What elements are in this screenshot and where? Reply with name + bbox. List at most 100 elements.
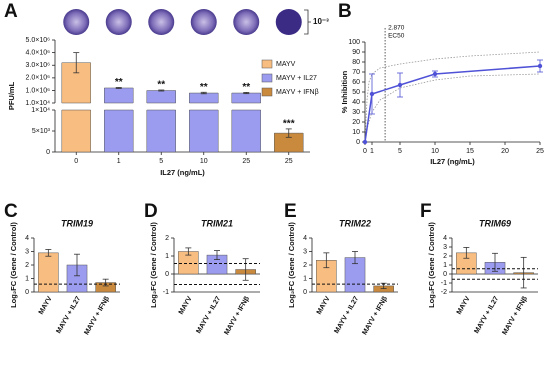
y-tick-label: 0 xyxy=(303,289,307,296)
y-tick-label: 1 xyxy=(165,253,169,260)
y-tick-label: -2 xyxy=(441,289,447,296)
ec50-caption: EC50 xyxy=(388,33,405,40)
y-tick-label: 90 xyxy=(352,49,360,56)
y-axis-label: % Inhibition xyxy=(340,70,349,113)
y-tick-label: 3 xyxy=(303,248,307,255)
y-tick-label: 5×10³ xyxy=(32,128,51,135)
y-tick-label: -1 xyxy=(163,289,169,296)
x-tick-label: 0 xyxy=(363,148,367,155)
panel-label: E xyxy=(284,201,297,222)
significance-label: ** xyxy=(115,77,123,88)
bar xyxy=(61,62,91,153)
y-tick-label: 2.0×10⁶ xyxy=(26,75,51,82)
y-axis-label: PFU/mL xyxy=(7,81,16,110)
y-tick-label: 3.0×10⁶ xyxy=(26,62,51,69)
bar xyxy=(189,92,219,153)
plaque-well xyxy=(63,9,90,35)
y-tick-label: 30 xyxy=(352,109,360,116)
panel-label: C xyxy=(4,201,18,222)
y-tick-label: 0 xyxy=(25,289,29,296)
panel-label: F xyxy=(420,201,432,222)
y-axis-label: Log₂FC (Gene / Control) xyxy=(427,222,436,308)
y-tick-label: 0 xyxy=(443,271,447,278)
y-tick-label: 4.0×10⁶ xyxy=(26,49,51,56)
bar xyxy=(146,90,176,153)
fit-ci-lower xyxy=(364,73,541,143)
y-tick-label: 2 xyxy=(165,235,169,242)
y-tick-label: 4 xyxy=(303,235,307,242)
y-tick-label: 80 xyxy=(352,59,360,66)
y-tick-label: 2 xyxy=(25,262,29,269)
y-tick-label: 70 xyxy=(352,69,360,76)
significance-label: *** xyxy=(283,119,295,130)
x-tick-label: MAYV + IL27 xyxy=(195,295,222,335)
x-axis-label: IL27 (ng/mL) xyxy=(430,157,475,166)
x-tick-label: MAYV + IL27 xyxy=(473,295,500,335)
data-point xyxy=(537,63,543,69)
significance-label: ** xyxy=(157,80,165,91)
bar xyxy=(274,132,304,153)
plaque-well xyxy=(190,9,217,35)
x-tick-label: MAYV xyxy=(316,295,332,316)
x-tick-label: 25 xyxy=(536,148,544,155)
y-axis-label: Log₂FC (Gene / Control) xyxy=(9,222,18,308)
x-tick-label: MAYV xyxy=(456,295,472,316)
chart-title: TRIM21 xyxy=(201,218,233,228)
y-tick-label: 20 xyxy=(352,119,360,126)
x-tick-label: 10 xyxy=(200,158,208,165)
y-tick-label: 4 xyxy=(443,235,447,242)
x-tick-label: MAYV + IL27 xyxy=(333,295,360,335)
dilution-label: 10⁻³ xyxy=(313,17,329,26)
x-tick-label: 1 xyxy=(370,148,374,155)
x-tick-label: 25 xyxy=(242,158,250,165)
x-tick-label: 10 xyxy=(431,148,439,155)
panel-label: D xyxy=(144,201,158,222)
significance-label: ** xyxy=(200,82,208,93)
x-tick-label: 5 xyxy=(398,148,402,155)
y-tick-label: 100 xyxy=(348,39,360,46)
panel-label: A xyxy=(4,1,18,22)
y-tick-label: 1 xyxy=(443,262,447,269)
data-point xyxy=(432,71,438,77)
x-tick-label: 20 xyxy=(501,148,509,155)
data-point xyxy=(369,91,375,97)
y-tick-label: 1.0×10⁶ xyxy=(26,87,51,94)
plaque-well xyxy=(105,9,132,35)
x-axis-label: IL27 (ng/mL) xyxy=(160,168,205,177)
y-tick-label: 0 xyxy=(165,271,169,278)
y-tick-label: -1 xyxy=(441,280,447,287)
legend-swatch xyxy=(261,87,273,97)
x-tick-label: MAYV xyxy=(178,295,194,316)
x-tick-label: MAYV + IFNβ xyxy=(361,295,389,336)
bar xyxy=(104,87,134,153)
y-axis-label: Log₂FC (Gene / Control) xyxy=(287,222,296,308)
x-tick-label: MAYV + IL27 xyxy=(55,295,82,335)
ec50-value: 2.870 xyxy=(388,25,405,32)
x-tick-label: 25 xyxy=(285,158,293,165)
x-tick-label: MAYV + IFNβ xyxy=(223,295,251,336)
chart-title: TRIM22 xyxy=(339,218,371,228)
data-point xyxy=(397,82,403,88)
y-axis-label: Log₂FC (Gene / Control) xyxy=(149,222,158,308)
y-tick-label: 0 xyxy=(46,149,50,156)
legend-swatch xyxy=(261,59,273,69)
x-tick-label: MAYV xyxy=(38,295,54,316)
plaque-well xyxy=(275,9,302,35)
x-tick-label: MAYV + IFNβ xyxy=(83,295,111,336)
plaque-well xyxy=(148,9,175,35)
bar xyxy=(38,252,59,293)
significance-label: ** xyxy=(242,82,250,93)
series-line xyxy=(364,65,541,143)
y-tick-label: 40 xyxy=(352,99,360,106)
x-tick-label: 1 xyxy=(117,158,121,165)
y-tick-label: 0 xyxy=(356,139,360,146)
y-tick-label: 1×10⁴ xyxy=(31,107,50,114)
y-tick-label: 1.0×10⁴ xyxy=(25,100,50,107)
y-tick-label: 2 xyxy=(443,253,447,260)
x-tick-label: 5 xyxy=(159,158,163,165)
dilution-bracket xyxy=(304,9,311,35)
chart-title: TRIM69 xyxy=(479,218,511,228)
x-tick-label: 15 xyxy=(466,148,474,155)
fit-ci-upper xyxy=(364,51,541,143)
y-tick-label: 2 xyxy=(303,262,307,269)
